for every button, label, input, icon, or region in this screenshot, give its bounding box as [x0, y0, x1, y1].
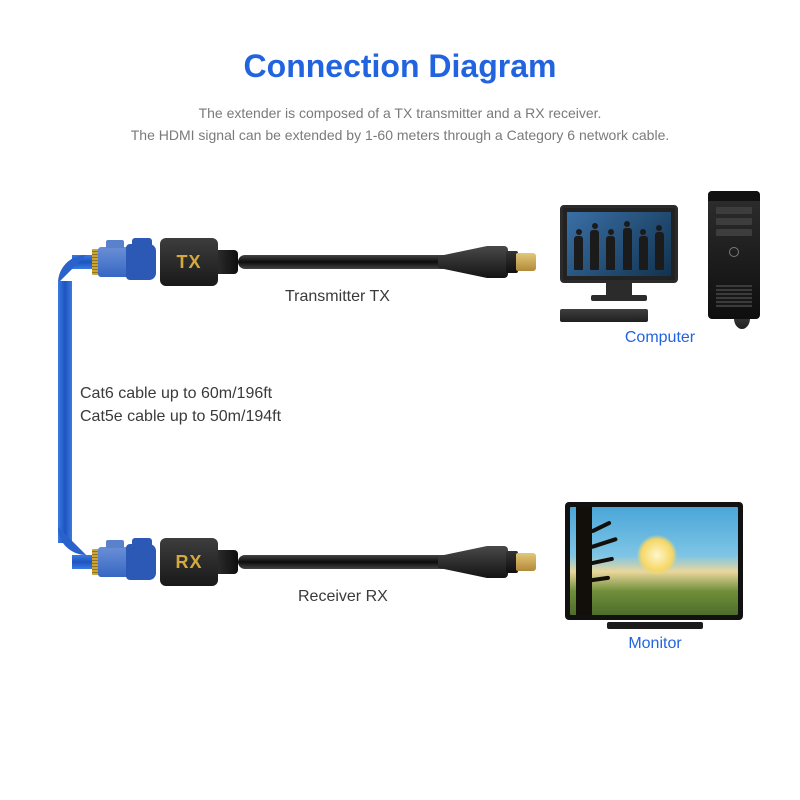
tx-adapter-body: TX [160, 233, 238, 291]
tx-caption: Transmitter TX [285, 288, 390, 306]
rj45-connector-tx [88, 236, 158, 288]
tx-hdmi-tip [516, 253, 536, 271]
page-title: Connection Diagram [0, 0, 800, 85]
rx-caption: Receiver RX [298, 588, 388, 606]
rx-hdmi-tip [516, 553, 536, 571]
subtitle-line-2: The HDMI signal can be extended by 1-60 … [0, 125, 800, 147]
ethernet-corner-tl [58, 255, 86, 283]
rx-badge-label: RX [175, 552, 202, 573]
subtitle: The extender is composed of a TX transmi… [0, 103, 800, 146]
cable-spec-line-2: Cat5e cable up to 50m/194ft [80, 405, 281, 428]
ethernet-cable-vertical [58, 281, 72, 543]
keyboard-icon [560, 309, 648, 322]
cable-spec: Cat6 cable up to 60m/196ft Cat5e cable u… [80, 382, 281, 428]
computer-label: Computer [560, 329, 760, 347]
tv-icon [565, 502, 743, 620]
monitor-label: Monitor [565, 635, 745, 653]
subtitle-line-1: The extender is composed of a TX transmi… [0, 103, 800, 125]
cable-spec-line-1: Cat6 cable up to 60m/196ft [80, 382, 281, 405]
tx-badge-label: TX [176, 252, 201, 273]
ethernet-corner-bl [58, 527, 86, 555]
rx-hdmi-strain [438, 546, 508, 578]
computer-monitor-icon [560, 205, 678, 283]
rj45-connector-rx [88, 536, 158, 588]
diagram-root: Connection Diagram The extender is compo… [0, 0, 800, 800]
tx-hdmi-strain [438, 246, 508, 278]
monitor-illustration: Monitor [565, 502, 745, 653]
computer-illustration: Computer [560, 205, 760, 347]
rx-adapter-body: RX [160, 533, 238, 591]
pc-tower-icon [708, 191, 760, 319]
